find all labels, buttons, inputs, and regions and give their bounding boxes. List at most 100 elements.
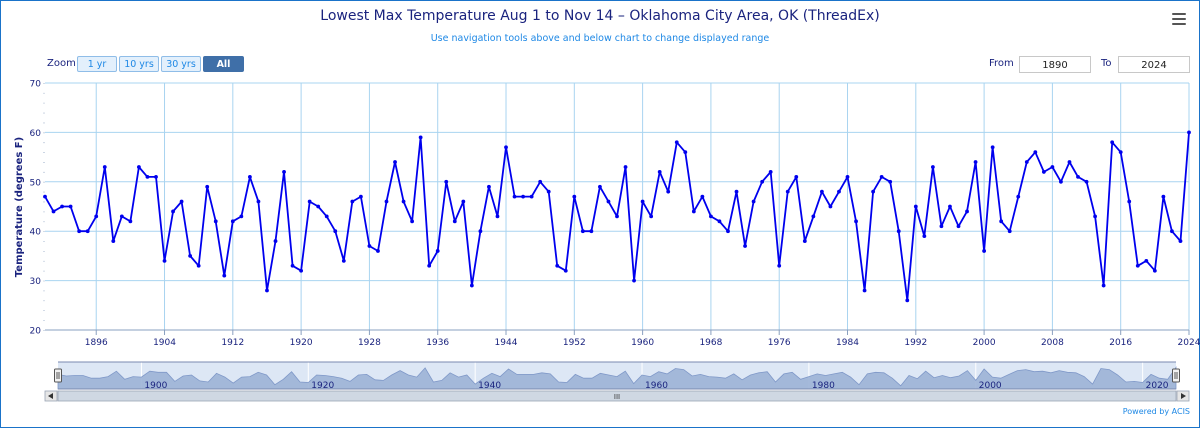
- data-point: [478, 229, 483, 234]
- data-point: [922, 234, 927, 239]
- data-point: [307, 199, 312, 204]
- x-tick-label: 1912: [221, 338, 244, 348]
- navigator-tick-label: 1960: [645, 381, 668, 391]
- data-point: [111, 239, 116, 243]
- data-point: [521, 194, 525, 199]
- data-point: [1033, 150, 1038, 155]
- navigator-series: [57, 366, 1177, 390]
- data-point: [196, 263, 201, 268]
- data-point: [461, 199, 466, 204]
- data-point: [768, 170, 773, 174]
- navigator-handle-icon[interactable]: [1172, 368, 1180, 383]
- data-point: [341, 258, 346, 263]
- data-point: [751, 199, 756, 204]
- data-point: [324, 214, 329, 219]
- y-tick-label: 70: [30, 80, 42, 90]
- navigator-tick-label: 2000: [979, 381, 1002, 391]
- data-point: [632, 278, 636, 283]
- data-point: [256, 199, 261, 204]
- data-point: [854, 219, 858, 224]
- data-point: [965, 209, 969, 214]
- x-tick-label: 1896: [85, 338, 108, 348]
- data-point: [563, 268, 568, 273]
- data-point: [973, 160, 978, 164]
- data-point: [1127, 199, 1132, 204]
- data-point: [939, 224, 944, 229]
- data-point: [555, 263, 560, 268]
- data-point: [1084, 179, 1089, 184]
- data-point: [222, 273, 227, 278]
- data-point: [615, 214, 619, 219]
- data-point: [418, 135, 423, 140]
- grid-lines: [45, 82, 1190, 331]
- data-point: [760, 179, 765, 184]
- data-point: [683, 150, 688, 155]
- data-point: [606, 199, 611, 204]
- scrollbar-grip: III: [614, 393, 620, 401]
- series-group: [43, 130, 1191, 303]
- arrow-right-icon: [1181, 393, 1186, 399]
- data-point: [862, 288, 867, 293]
- hamburger-menu-icon[interactable]: [1172, 13, 1186, 28]
- data-point: [572, 194, 577, 199]
- data-point: [1007, 229, 1012, 234]
- y-axis-ticks: 20 30 40 50 60 70: [30, 80, 45, 337]
- data-point: [137, 165, 141, 169]
- data-point: [367, 244, 372, 248]
- data-point: [871, 189, 876, 194]
- data-point: [948, 204, 952, 209]
- zoom-30yrs-button[interactable]: 30 yrs: [161, 56, 201, 72]
- y-tick-label: 20: [30, 327, 42, 337]
- data-point: [154, 174, 158, 179]
- data-point: [811, 214, 816, 219]
- data-point: [1093, 214, 1097, 219]
- data-point: [94, 214, 99, 219]
- data-point: [913, 204, 918, 209]
- x-tick-label: 1952: [563, 338, 586, 348]
- data-point: [1110, 140, 1115, 145]
- y-tick-label: 40: [30, 228, 42, 238]
- powered-by-credit[interactable]: Powered by ACIS: [1122, 407, 1190, 416]
- data-point: [794, 174, 799, 179]
- data-point: [145, 174, 150, 179]
- data-point: [623, 165, 628, 169]
- data-point: [674, 140, 679, 145]
- data-point: [282, 170, 286, 174]
- chart-subtitle: Use navigation tools above and below cha…: [430, 33, 770, 44]
- data-point: [819, 189, 824, 194]
- y-tick-label: 50: [30, 178, 42, 188]
- zoom-label: Zoom: [47, 58, 76, 69]
- data-point: [299, 268, 304, 273]
- navigator-tick-label: 2020: [1146, 381, 1169, 391]
- data-point: [401, 199, 406, 204]
- x-tick-label: 1904: [153, 338, 176, 348]
- data-point: [247, 174, 252, 179]
- data-point: [930, 165, 935, 169]
- scrollbar-thumb[interactable]: [57, 390, 1177, 402]
- data-point: [1059, 179, 1063, 184]
- data-point: [1170, 229, 1174, 234]
- data-point: [1024, 160, 1029, 164]
- x-tick-label: 1976: [768, 338, 791, 348]
- zoom-1yr-button[interactable]: 1 yr: [77, 56, 117, 72]
- data-point: [350, 199, 355, 204]
- data-point: [68, 204, 73, 209]
- data-point: [1016, 194, 1021, 199]
- data-point: [51, 209, 56, 214]
- from-date-input[interactable]: 1890: [1019, 56, 1091, 73]
- to-date-input[interactable]: 2024: [1118, 56, 1190, 73]
- data-point: [879, 174, 884, 179]
- navigator-handle-icon[interactable]: [54, 368, 62, 383]
- data-point: [504, 145, 508, 150]
- zoom-all-button[interactable]: All: [203, 56, 244, 72]
- data-point: [60, 204, 64, 209]
- x-tick-label: 1944: [495, 338, 518, 348]
- data-point: [239, 214, 244, 219]
- x-tick-label: 1936: [426, 338, 449, 348]
- zoom-10yrs-button[interactable]: 10 yrs: [119, 56, 159, 72]
- data-point: [956, 224, 961, 229]
- data-point: [410, 219, 415, 224]
- data-point: [598, 184, 602, 189]
- navigator[interactable]: 1900 1920 1940 1960 1980 2000 2020 III: [44, 361, 1190, 402]
- data-point: [734, 189, 739, 194]
